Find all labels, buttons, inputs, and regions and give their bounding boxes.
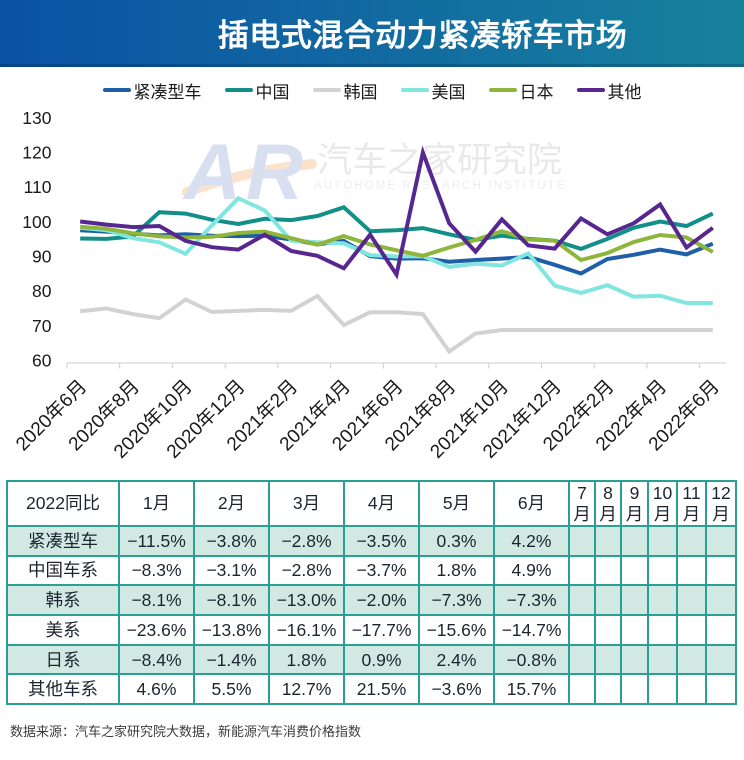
svg-text:AUTOHOME RESEARCH INSTITUTE: AUTOHOME RESEARCH INSTITUTE [314,180,567,192]
svg-text:汽车之家研究院: 汽车之家研究院 [317,141,562,180]
svg-text:130: 130 [22,108,51,128]
svg-text:60: 60 [32,351,52,371]
svg-text:100: 100 [22,212,51,232]
svg-text:90: 90 [32,247,52,267]
svg-text:120: 120 [22,143,51,163]
svg-text:80: 80 [32,281,52,301]
svg-text:110: 110 [24,177,52,197]
svg-text:70: 70 [32,316,52,336]
